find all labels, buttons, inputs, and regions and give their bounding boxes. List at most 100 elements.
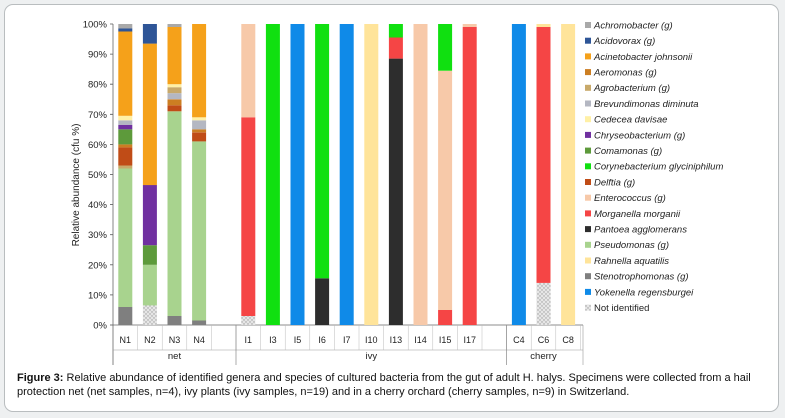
y-tick-label: 20% bbox=[88, 260, 108, 271]
bar-segment bbox=[388, 37, 403, 59]
bar-segment bbox=[192, 24, 207, 118]
legend-label: Delftia (g) bbox=[594, 177, 635, 188]
bar-segment bbox=[192, 141, 207, 321]
legend-swatch bbox=[585, 273, 591, 280]
legend-swatch bbox=[585, 194, 591, 201]
legend-label: Yokenella regensburgei bbox=[594, 287, 694, 298]
bar-segment bbox=[290, 24, 305, 325]
y-tick-label: 100% bbox=[83, 20, 108, 31]
bar-segment bbox=[388, 24, 403, 38]
bar-segment bbox=[167, 111, 182, 316]
bar-segment bbox=[167, 87, 182, 94]
legend-swatch bbox=[585, 226, 591, 233]
x-tick-label: N3 bbox=[169, 335, 181, 345]
y-tick-label: 10% bbox=[88, 290, 108, 301]
bar-segment bbox=[118, 147, 133, 166]
bar-segment bbox=[192, 129, 207, 133]
x-tick-label: I17 bbox=[463, 335, 476, 345]
bar-segment bbox=[265, 24, 280, 325]
bar-segment bbox=[462, 24, 477, 27]
bar-segment bbox=[241, 117, 256, 316]
legend-label: Pseudomonas (g) bbox=[594, 240, 669, 251]
stacked-bar-chart: 0% 10% 20% 30% 40% 50% 60% 70% 80% 90% 100% N1 N2 N3 N… bbox=[71, 20, 723, 365]
bar-segment bbox=[142, 264, 157, 306]
x-tick-label: N4 bbox=[193, 335, 205, 345]
bar-segment bbox=[438, 24, 453, 71]
legend-label: Enterococcus (g) bbox=[594, 193, 666, 204]
x-tick-label: I5 bbox=[294, 335, 302, 345]
legend-swatch bbox=[585, 179, 591, 185]
legend-label: Brevundimonas diminuta bbox=[594, 99, 699, 110]
bar-segment bbox=[388, 58, 403, 325]
bar-segment bbox=[118, 168, 133, 307]
bar-segment bbox=[167, 84, 182, 88]
bar-segment bbox=[192, 132, 207, 142]
legend-label: Cedecea davisae bbox=[594, 115, 667, 126]
bar-segment bbox=[536, 27, 551, 283]
legend-label: Agrobacterium (g) bbox=[593, 83, 670, 94]
legend-swatch bbox=[585, 69, 591, 76]
figure-panel: 0% 10% 20% 30% 40% 50% 60% 70% 80% 90% 100% N1 N2 N3 N… bbox=[4, 4, 779, 412]
y-tick-label: 0% bbox=[93, 321, 107, 332]
legend-label: Chryseobacterium (g) bbox=[594, 130, 685, 141]
legend-swatch bbox=[585, 22, 591, 28]
bar-segment bbox=[118, 115, 133, 121]
bar-segment bbox=[142, 305, 157, 325]
y-tick-label: 50% bbox=[88, 170, 108, 181]
legend-label: Acinetobacter johnsonii bbox=[593, 52, 693, 63]
bar-segment bbox=[167, 316, 182, 325]
bar-segment bbox=[315, 278, 330, 325]
y-tick-label: 30% bbox=[88, 230, 108, 241]
x-tick-label: I13 bbox=[390, 335, 403, 345]
y-axis-title: Relative abundance (cfu %) bbox=[71, 124, 82, 247]
bar-segment bbox=[167, 27, 182, 85]
bar-segment bbox=[167, 24, 182, 27]
bar-segment bbox=[167, 93, 182, 100]
x-tick-label: I6 bbox=[318, 335, 326, 345]
x-tick-label: C6 bbox=[538, 335, 550, 345]
group-label: ivy bbox=[365, 351, 377, 362]
bar-segment bbox=[536, 24, 551, 27]
bar-segment bbox=[118, 24, 133, 29]
bar-segment bbox=[339, 24, 354, 325]
y-tick-label: 60% bbox=[88, 140, 108, 151]
legend-label: Achromobacter (g) bbox=[593, 20, 673, 31]
bar-segment bbox=[167, 105, 182, 112]
legend-swatch bbox=[585, 37, 591, 44]
bar-segment bbox=[413, 24, 428, 325]
bar-segment bbox=[315, 24, 330, 279]
legend-swatch bbox=[585, 257, 591, 264]
x-tick-label: I3 bbox=[269, 335, 277, 345]
legend-swatch bbox=[585, 241, 591, 248]
legend-label: Stenotrophomonas (g) bbox=[594, 272, 689, 283]
x-tick-label: N2 bbox=[144, 335, 156, 345]
legend-label: Not identified bbox=[594, 303, 649, 314]
legend-swatch bbox=[585, 53, 591, 60]
bar-segment bbox=[241, 24, 256, 118]
x-tick-label: I7 bbox=[343, 335, 351, 345]
x-tick-label: I15 bbox=[439, 335, 452, 345]
y-tick-label: 90% bbox=[88, 50, 108, 61]
legend-swatch bbox=[585, 131, 591, 138]
legend-label: Comamonas (g) bbox=[594, 146, 662, 157]
group-label: cherry bbox=[530, 351, 557, 362]
legend-label: Acidovorax (g) bbox=[593, 36, 655, 47]
caption-text: Relative abundance of identified genera … bbox=[17, 372, 751, 398]
legend-swatch bbox=[585, 147, 591, 154]
x-tick-label: N1 bbox=[120, 335, 132, 345]
legend-label: Corynebacterium glyciniphilum bbox=[594, 162, 723, 173]
bar-segment bbox=[118, 129, 133, 145]
bar-segment bbox=[142, 185, 157, 246]
x-tick-label: I14 bbox=[414, 335, 427, 345]
y-tick-label: 80% bbox=[88, 80, 108, 91]
y-tick-label: 70% bbox=[88, 110, 108, 121]
bar-segment bbox=[118, 306, 133, 325]
bar-segment bbox=[462, 27, 477, 325]
group-label: net bbox=[168, 351, 182, 362]
legend-label: Aeromonas (g) bbox=[593, 68, 657, 79]
x-tick-label: C8 bbox=[562, 335, 574, 345]
legend-label: Rahnella aquatilis bbox=[594, 256, 669, 267]
x-tick-label: I10 bbox=[365, 335, 378, 345]
bar-segment bbox=[142, 43, 157, 186]
bar-segment bbox=[241, 316, 256, 325]
